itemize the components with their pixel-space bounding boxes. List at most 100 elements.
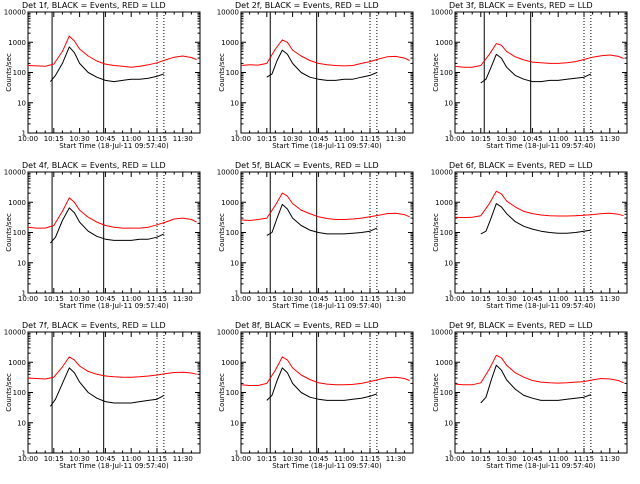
y-tick-label: 100 bbox=[226, 229, 239, 237]
x-tick-label: 10:15 bbox=[257, 455, 277, 463]
series-line-lld bbox=[240, 192, 410, 221]
panel-title: Det 1f, BLACK = Events, RED = LLD bbox=[22, 1, 166, 10]
x-tick-label: 10:15 bbox=[257, 295, 277, 303]
panel-title: Det 4f, BLACK = Events, RED = LLD bbox=[22, 161, 166, 170]
x-tick-label: 10:45 bbox=[95, 455, 115, 463]
x-tick-label: 11:15 bbox=[360, 295, 380, 303]
panel-det-9: Det 9f, BLACK = Events, RED = LLD 1 10 100 1… bbox=[431, 321, 628, 470]
x-tick-label: 10:00 bbox=[445, 295, 465, 303]
y-tick-label: 100 bbox=[13, 69, 26, 77]
plot-frame bbox=[454, 11, 628, 134]
y-tick-label: 10000 bbox=[431, 329, 453, 337]
plot-frame bbox=[240, 331, 414, 454]
x-axis-label: Start Time (18-Jul-11 09:57:40) bbox=[59, 142, 169, 150]
panel-det-5: Det 5f, BLACK = Events, RED = LLD 1 10 100 1… bbox=[217, 161, 414, 310]
series-line-events bbox=[480, 203, 591, 235]
panel-det-3: Det 3f, BLACK = Events, RED = LLD 1 10 100 1… bbox=[431, 1, 628, 150]
plot-frame bbox=[27, 171, 201, 294]
y-tick-label: 10 bbox=[230, 419, 239, 427]
y-tick-label: 10000 bbox=[4, 329, 26, 337]
series-line-events bbox=[480, 53, 592, 84]
x-tick-label: 10:45 bbox=[308, 455, 328, 463]
x-tick-label: 10:00 bbox=[231, 135, 251, 143]
y-tick-label: 10 bbox=[17, 99, 26, 107]
series-line-lld bbox=[27, 35, 197, 68]
x-axis-label: Start Time (18-Jul-11 09:57:40) bbox=[272, 302, 382, 310]
y-tick-label: 1000 bbox=[435, 199, 453, 207]
y-tick-label: 10000 bbox=[217, 169, 239, 177]
y-axis-label: Counts/sec bbox=[218, 53, 226, 92]
y-tick-label: 1000 bbox=[221, 39, 239, 47]
x-tick-label: 10:00 bbox=[18, 295, 38, 303]
y-tick-label: 100 bbox=[226, 389, 239, 397]
y-tick-label: 100 bbox=[440, 229, 453, 237]
y-tick-label: 1000 bbox=[8, 199, 26, 207]
x-axis-label: Start Time (18-Jul-11 09:57:40) bbox=[272, 142, 382, 150]
x-axis-label: Start Time (18-Jul-11 09:57:40) bbox=[59, 302, 169, 310]
y-tick-label: 10000 bbox=[4, 169, 26, 177]
x-tick-label: 10:45 bbox=[522, 295, 542, 303]
x-tick-label: 10:45 bbox=[95, 295, 115, 303]
x-tick-label: 10:15 bbox=[471, 135, 491, 143]
x-tick-label: 11:30 bbox=[386, 455, 406, 463]
plot-frame bbox=[454, 171, 628, 294]
y-tick-label: 100 bbox=[226, 69, 239, 77]
y-tick-label: 1 bbox=[449, 450, 453, 458]
series-line-lld bbox=[454, 354, 624, 386]
y-tick-label: 1000 bbox=[221, 199, 239, 207]
x-tick-label: 11:15 bbox=[147, 295, 167, 303]
x-tick-label: 11:15 bbox=[574, 455, 594, 463]
x-tick-label: 11:15 bbox=[574, 295, 594, 303]
x-tick-label: 11:00 bbox=[121, 295, 141, 303]
plot-frame bbox=[240, 11, 414, 134]
panel-title: Det 9f, BLACK = Events, RED = LLD bbox=[449, 321, 593, 330]
y-tick-label: 100 bbox=[13, 389, 26, 397]
y-axis-label: Counts/sec bbox=[432, 213, 440, 252]
y-tick-label: 1 bbox=[22, 290, 26, 298]
series-line-lld bbox=[27, 356, 197, 380]
x-tick-label: 10:15 bbox=[471, 295, 491, 303]
y-tick-label: 100 bbox=[440, 69, 453, 77]
x-tick-label: 10:00 bbox=[445, 135, 465, 143]
x-tick-label: 10:30 bbox=[70, 135, 90, 143]
x-tick-label: 11:30 bbox=[173, 135, 193, 143]
x-tick-label: 10:45 bbox=[308, 295, 328, 303]
plot-frame bbox=[240, 171, 414, 294]
series-line-events bbox=[266, 367, 378, 401]
y-tick-label: 1 bbox=[235, 130, 239, 138]
x-tick-label: 11:00 bbox=[334, 295, 354, 303]
x-tick-label: 10:30 bbox=[70, 295, 90, 303]
y-tick-label: 10 bbox=[444, 419, 453, 427]
x-axis-label: Start Time (18-Jul-11 09:57:40) bbox=[486, 302, 596, 310]
x-tick-label: 10:30 bbox=[497, 135, 517, 143]
y-tick-label: 10 bbox=[444, 99, 453, 107]
y-tick-label: 1 bbox=[235, 290, 239, 298]
y-tick-label: 1000 bbox=[435, 39, 453, 47]
x-tick-label: 11:30 bbox=[386, 295, 406, 303]
y-tick-label: 10000 bbox=[217, 9, 239, 17]
x-tick-label: 11:00 bbox=[334, 135, 354, 143]
panel-det-4: Det 4f, BLACK = Events, RED = LLD 1 10 100 1… bbox=[4, 161, 201, 310]
x-tick-label: 11:00 bbox=[121, 455, 141, 463]
x-axis-label: Start Time (18-Jul-11 09:57:40) bbox=[486, 142, 596, 150]
y-axis-label: Counts/sec bbox=[5, 213, 13, 252]
y-tick-label: 1000 bbox=[8, 39, 26, 47]
panel-title: Det 3f, BLACK = Events, RED = LLD bbox=[449, 1, 593, 10]
y-tick-label: 100 bbox=[13, 229, 26, 237]
x-tick-label: 11:00 bbox=[121, 135, 141, 143]
x-tick-label: 10:30 bbox=[283, 295, 303, 303]
x-tick-label: 10:15 bbox=[471, 455, 491, 463]
series-line-events bbox=[266, 49, 378, 81]
y-axis-label: Counts/sec bbox=[218, 213, 226, 252]
plot-frame bbox=[454, 331, 628, 454]
y-tick-label: 10 bbox=[17, 259, 26, 267]
x-tick-label: 10:00 bbox=[18, 135, 38, 143]
series-line-lld bbox=[240, 39, 410, 67]
y-tick-label: 10 bbox=[230, 259, 239, 267]
x-tick-label: 11:15 bbox=[147, 455, 167, 463]
x-tick-label: 11:00 bbox=[548, 135, 568, 143]
x-tick-label: 10:15 bbox=[257, 135, 277, 143]
y-axis-label: Counts/sec bbox=[432, 53, 440, 92]
series-line-events bbox=[480, 364, 592, 404]
